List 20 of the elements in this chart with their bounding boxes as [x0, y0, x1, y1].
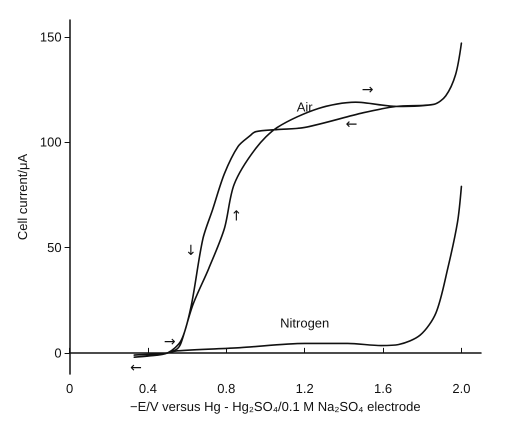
annotation: → [362, 82, 374, 98]
annotation: ↑ [230, 208, 242, 225]
x-tick-label: 0.4 [138, 381, 157, 396]
y-tick-label: 0 [54, 345, 62, 360]
y-tick-label: 150 [40, 29, 62, 44]
y-tick-label: 50 [47, 240, 62, 256]
x-tick-label: 0.8 [217, 381, 236, 396]
annotation: ↓ [184, 243, 197, 260]
annotation: → [164, 334, 176, 350]
x-tick-label: 1.6 [374, 381, 392, 396]
x-tick-label: 0 [66, 381, 74, 396]
y-axis-title: Cell current/μA [15, 154, 30, 240]
x-tick-label: 2.0 [452, 381, 470, 396]
series-label: Air [296, 99, 314, 114]
annotation: ← [130, 360, 142, 376]
x-tick-label: 1.2 [296, 381, 314, 396]
y-tick-label: 100 [40, 134, 62, 150]
x-axis-title: −E/V versus Hg - Hg₂SO₄/0.1 M Na₂SO₄ electrode [130, 399, 421, 414]
annotation: ← [346, 116, 358, 133]
series-label: Nitrogen [280, 315, 330, 330]
